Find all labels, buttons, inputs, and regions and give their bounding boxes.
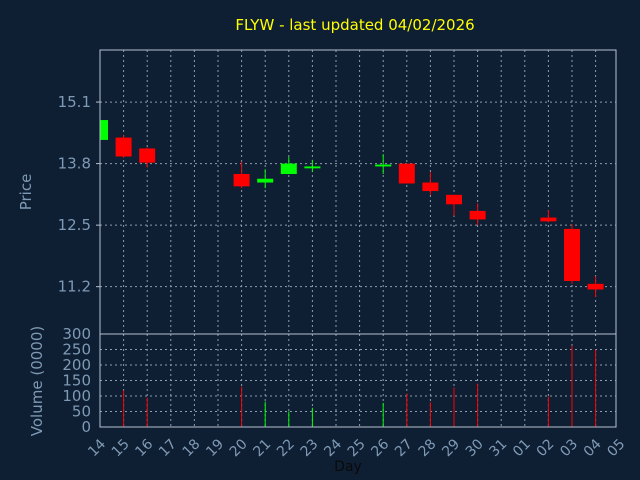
candle-body [398, 163, 415, 184]
candle-body [257, 178, 274, 183]
candle-body [280, 163, 297, 175]
candle-body [304, 166, 321, 169]
price-tick-label: 15.1 [58, 93, 91, 111]
candle-body [422, 182, 439, 192]
candle-body [469, 210, 486, 220]
volume-panel-frame [99, 333, 617, 428]
candle-body [540, 217, 557, 222]
candle-body [564, 228, 580, 281]
candle-body [375, 164, 392, 167]
price-axis-label: Price [17, 174, 35, 211]
candle-body [115, 137, 132, 157]
candlesticks [99, 120, 604, 298]
price-tick-label: 12.5 [58, 216, 91, 234]
day-axis-label: Day [334, 459, 362, 475]
price-tick-labels: 15.1 13.8 12.5 11.2 [58, 93, 100, 296]
day-tick-labels: 14 15 16 17 18 19 20 21 22 23 24 25 26 27 28 29 30 31 01 02… [85, 436, 628, 460]
candle-body [587, 283, 604, 290]
chart-title: FLYW - last updated 04/02/2026 [235, 16, 474, 34]
volume-axis-label: Volume (0000) [28, 326, 46, 436]
price-tick-label: 13.8 [58, 155, 91, 173]
price-tick-label: 11.2 [58, 278, 91, 296]
volume-tick-label: 150 [62, 372, 91, 390]
volume-tick-label: 300 [62, 325, 91, 343]
candle-body [139, 148, 156, 163]
volume-tick-label: 50 [72, 403, 91, 421]
candle-body [100, 120, 108, 140]
volume-tick-label: 100 [62, 387, 91, 405]
candle-body [233, 174, 250, 187]
volume-tick-label: 200 [62, 356, 91, 374]
candle-body [446, 194, 462, 205]
volume-tick-label: 0 [81, 418, 91, 436]
volume-bars [123, 345, 597, 427]
volume-tick-label: 250 [62, 341, 91, 359]
